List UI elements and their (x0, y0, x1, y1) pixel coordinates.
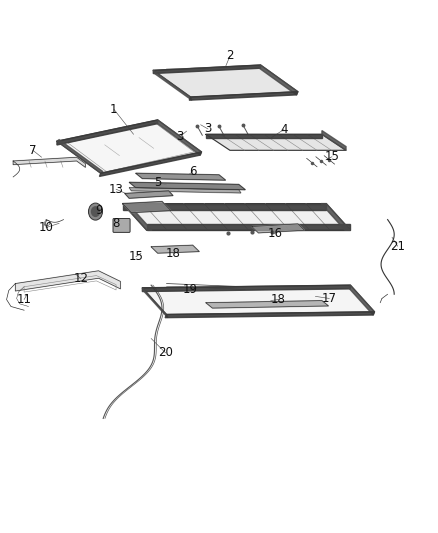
Text: 9: 9 (95, 204, 102, 216)
Polygon shape (206, 134, 322, 138)
Text: 15: 15 (325, 150, 339, 163)
Polygon shape (349, 285, 374, 315)
Text: 3: 3 (205, 123, 212, 135)
Polygon shape (321, 204, 350, 230)
Polygon shape (57, 120, 201, 173)
Polygon shape (129, 188, 241, 193)
Polygon shape (57, 140, 103, 173)
Text: 16: 16 (268, 228, 283, 240)
Text: 17: 17 (322, 292, 337, 305)
Polygon shape (142, 285, 374, 314)
Polygon shape (206, 301, 328, 308)
Text: 12: 12 (74, 272, 88, 285)
Polygon shape (129, 182, 245, 190)
Polygon shape (259, 65, 298, 95)
Text: 20: 20 (158, 346, 173, 359)
Circle shape (88, 203, 102, 220)
Text: 13: 13 (109, 183, 124, 196)
Text: 7: 7 (29, 144, 37, 157)
Polygon shape (165, 312, 374, 318)
Text: 8: 8 (113, 217, 120, 230)
Text: 11: 11 (17, 293, 32, 306)
Text: 15: 15 (128, 251, 143, 263)
Text: 1: 1 (110, 103, 118, 116)
Text: 3: 3 (176, 131, 183, 143)
Polygon shape (123, 204, 326, 210)
Text: 18: 18 (166, 247, 180, 260)
Polygon shape (125, 191, 173, 198)
Polygon shape (322, 131, 346, 150)
Text: 10: 10 (39, 221, 53, 234)
Polygon shape (123, 204, 350, 230)
Polygon shape (153, 65, 261, 74)
Text: 21: 21 (390, 240, 405, 253)
Polygon shape (123, 201, 171, 213)
Polygon shape (15, 271, 120, 291)
Text: 18: 18 (271, 293, 286, 306)
Polygon shape (147, 224, 350, 230)
Polygon shape (252, 224, 304, 233)
Polygon shape (99, 152, 201, 176)
Circle shape (92, 207, 99, 216)
Polygon shape (136, 173, 226, 180)
Text: 6: 6 (189, 165, 197, 178)
Polygon shape (153, 70, 192, 100)
Polygon shape (153, 65, 298, 97)
Polygon shape (123, 204, 152, 230)
Polygon shape (142, 288, 168, 318)
Polygon shape (13, 157, 85, 167)
Text: 2: 2 (226, 50, 234, 62)
Polygon shape (206, 134, 346, 150)
Polygon shape (151, 245, 199, 253)
Text: 5: 5 (154, 176, 161, 189)
Polygon shape (189, 92, 298, 100)
Polygon shape (157, 120, 201, 155)
FancyBboxPatch shape (113, 219, 130, 232)
Text: 19: 19 (183, 284, 198, 296)
Polygon shape (142, 285, 350, 292)
Text: 4: 4 (280, 123, 288, 136)
Polygon shape (57, 120, 158, 145)
